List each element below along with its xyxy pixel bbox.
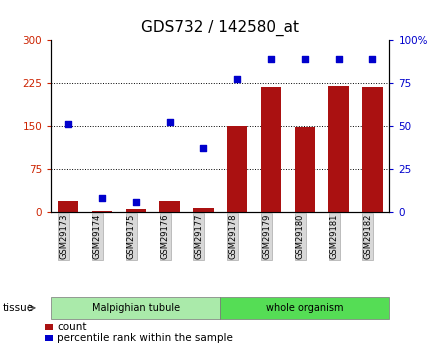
Bar bbox=[159, 201, 180, 212]
Point bbox=[65, 121, 72, 127]
Text: GSM29174: GSM29174 bbox=[93, 214, 102, 259]
Text: GSM29175: GSM29175 bbox=[127, 214, 136, 259]
Point bbox=[98, 196, 105, 201]
Point bbox=[335, 56, 342, 61]
Point bbox=[234, 77, 241, 82]
Bar bbox=[227, 126, 247, 212]
Bar bbox=[125, 209, 146, 212]
Text: GSM29179: GSM29179 bbox=[262, 214, 271, 259]
Bar bbox=[193, 208, 214, 212]
Text: GSM29178: GSM29178 bbox=[228, 214, 237, 259]
Bar bbox=[58, 201, 78, 212]
Text: GDS732 / 142580_at: GDS732 / 142580_at bbox=[141, 20, 299, 36]
Point bbox=[369, 56, 376, 61]
Text: GSM29176: GSM29176 bbox=[161, 214, 170, 259]
Point bbox=[267, 56, 275, 61]
Text: GSM29181: GSM29181 bbox=[330, 214, 339, 259]
Text: count: count bbox=[57, 322, 86, 332]
Text: Malpighian tubule: Malpighian tubule bbox=[92, 303, 180, 313]
Bar bbox=[295, 127, 315, 212]
Point bbox=[166, 120, 173, 125]
Bar bbox=[328, 86, 349, 212]
Point bbox=[132, 199, 139, 205]
Text: GSM29177: GSM29177 bbox=[194, 214, 203, 259]
Bar bbox=[92, 211, 112, 212]
Text: tissue: tissue bbox=[2, 303, 33, 313]
Text: GSM29180: GSM29180 bbox=[296, 214, 305, 259]
Text: GSM29173: GSM29173 bbox=[59, 214, 68, 259]
Text: percentile rank within the sample: percentile rank within the sample bbox=[57, 333, 233, 343]
Bar bbox=[261, 87, 281, 212]
Bar bbox=[362, 87, 383, 212]
Text: GSM29182: GSM29182 bbox=[364, 214, 372, 259]
Point bbox=[200, 146, 207, 151]
Point bbox=[301, 56, 308, 61]
Text: whole organism: whole organism bbox=[266, 303, 344, 313]
